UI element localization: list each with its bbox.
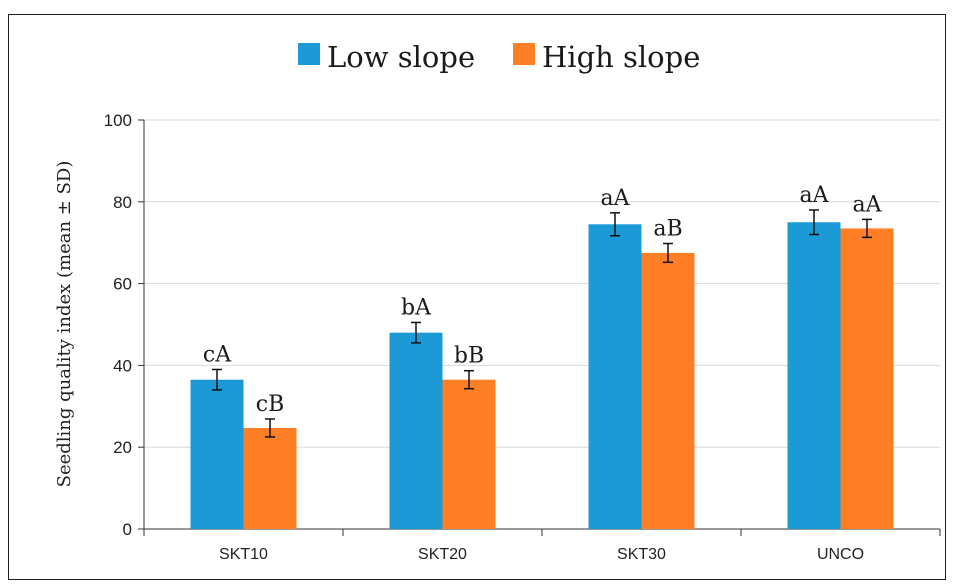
significance-label: aA xyxy=(600,186,630,211)
bar xyxy=(389,332,443,529)
bar xyxy=(190,379,244,529)
legend-label-low-slope: Low slope xyxy=(327,40,475,74)
bar xyxy=(641,252,695,530)
significance-label: cA xyxy=(203,342,232,367)
bar xyxy=(840,228,894,529)
y-tick-label: 20 xyxy=(113,438,132,457)
bar xyxy=(787,222,841,529)
y-tick-label: 80 xyxy=(113,193,132,212)
y-tick-label: 40 xyxy=(113,356,132,375)
significance-label: bB xyxy=(454,344,484,369)
y-axis-label: Seedling quality index (mean ± SD) xyxy=(54,161,75,488)
significance-label: cB xyxy=(256,392,285,417)
x-tick-label: SKT10 xyxy=(219,546,268,563)
y-tick-label: 100 xyxy=(104,111,132,130)
legend: Low slope High slope xyxy=(298,40,700,74)
significance-label: bA xyxy=(401,295,432,320)
plot-area: 0 20 40 60 80 100 SKT10 SKT20 SKT30 UNCO cA cB bA bB a… xyxy=(104,111,941,563)
bar xyxy=(442,379,496,529)
y-tick-label: 60 xyxy=(113,275,132,294)
legend-swatch-high-slope xyxy=(513,43,535,65)
significance-label: aA xyxy=(852,192,882,217)
x-tick-label: SKT20 xyxy=(418,546,467,563)
bar xyxy=(588,224,642,530)
x-tick-label: SKT30 xyxy=(617,546,666,563)
x-tick-label: UNCO xyxy=(817,546,864,563)
y-tick-label: 0 xyxy=(123,520,132,539)
legend-label-high-slope: High slope xyxy=(542,40,700,74)
significance-label: aA xyxy=(799,183,829,208)
bar xyxy=(243,427,297,529)
significance-label: aB xyxy=(653,217,682,242)
legend-swatch-low-slope xyxy=(298,43,320,65)
